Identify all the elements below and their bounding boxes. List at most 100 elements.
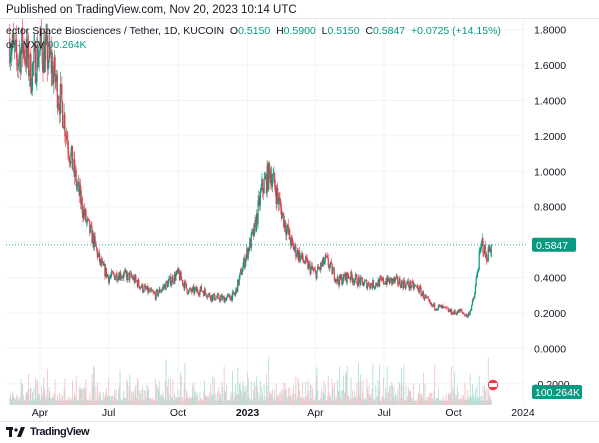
candle-body [28,75,30,77]
volume-bar [437,398,439,405]
volume-bar [222,400,224,405]
volume-bar [356,382,358,405]
candle-body [72,169,74,171]
volume-bar [331,378,333,405]
volume-bar [436,397,438,405]
volume-bar [392,396,394,405]
candle-body [277,188,279,197]
candle-body [156,289,158,291]
candle-body [55,74,58,82]
candle-body [366,285,369,289]
volume-bar [86,399,88,405]
volume-bar [290,395,292,405]
candle-body [412,281,414,283]
volume-bar [169,400,171,405]
candle-body [82,212,84,218]
candle-body [445,306,447,308]
candle-body [462,311,464,313]
volume-bar [373,398,375,405]
volume-bar [126,379,128,405]
volume-bar [32,391,33,405]
volume-bar [371,388,373,405]
candle-body [286,228,288,236]
candle-body [347,272,349,277]
volume-bar [58,400,60,405]
candle-body [129,272,132,274]
candle-body [484,245,486,257]
volume-bar [280,390,282,405]
volume-bar [33,386,35,405]
candle-body [12,33,14,45]
volume-bar [66,399,68,405]
volume-bar [391,381,393,405]
candle-body [439,305,441,307]
volume-bar [234,398,236,405]
volume-bar [25,395,27,405]
volume-bar [360,374,362,405]
volume-bar [426,396,428,405]
volume-bar [149,399,151,405]
volume-bar [326,400,328,405]
volume-bar [336,379,338,405]
candle-body [60,83,62,86]
candle-body [345,272,347,283]
y-tick-label: 1.2000 [534,131,566,143]
candle-body [140,287,142,288]
candle-body [487,247,489,262]
candle-body [15,39,18,58]
volume-bar [164,399,165,405]
volume-bar [72,380,73,405]
volume-bar [225,385,227,405]
volume-bar [25,392,27,405]
candle-body [332,269,334,274]
candle-body [348,277,350,279]
volume-bar [250,400,252,405]
candle-body [59,83,61,115]
candle-body [395,276,397,279]
volume-bar [197,395,199,405]
volume-bar [92,385,94,405]
volume-bar [170,397,172,405]
volume-tag [532,385,582,399]
candle-body [479,249,481,253]
x-tick-label: Oct [445,407,461,419]
candle-body [163,284,166,288]
volume-bar [201,400,203,405]
price-chart[interactable]: 1.80001.60001.40001.20001.00000.80000.60… [0,19,599,423]
candle-body [434,309,437,310]
candle-body [483,252,485,255]
volume-bar [403,364,405,405]
volume-bar [38,393,40,405]
chart-area[interactable]: 1.80001.60001.40001.20001.00000.80000.60… [0,18,599,422]
candle-body [52,73,55,84]
volume-bar [207,397,209,405]
candle-body [80,185,82,204]
volume-bar [155,383,157,405]
volume-bar [482,386,484,405]
volume-bar [267,399,269,405]
candle-body [145,285,147,289]
candle-body [231,295,233,301]
volume-bar [472,384,473,405]
open-value: 0.5150 [238,25,271,37]
candle-body [81,197,83,213]
candle-body [62,127,64,129]
candle-body [44,45,46,72]
candle-body [120,277,123,279]
volume-bar [189,396,191,405]
candle-body [212,293,215,296]
volume-bar [296,397,298,405]
volume-bar [39,398,41,405]
volume-bar [124,398,126,405]
candle-body [227,294,229,296]
candle-body [224,298,226,303]
volume-bar [475,399,477,405]
candle-body [482,238,484,253]
volume-bar [26,393,28,405]
candle-body [339,274,341,280]
volume-bar [321,400,323,405]
volume-bar [198,400,200,405]
volume-bar [128,385,130,405]
candle-body [284,220,286,231]
candle-body [394,278,397,282]
